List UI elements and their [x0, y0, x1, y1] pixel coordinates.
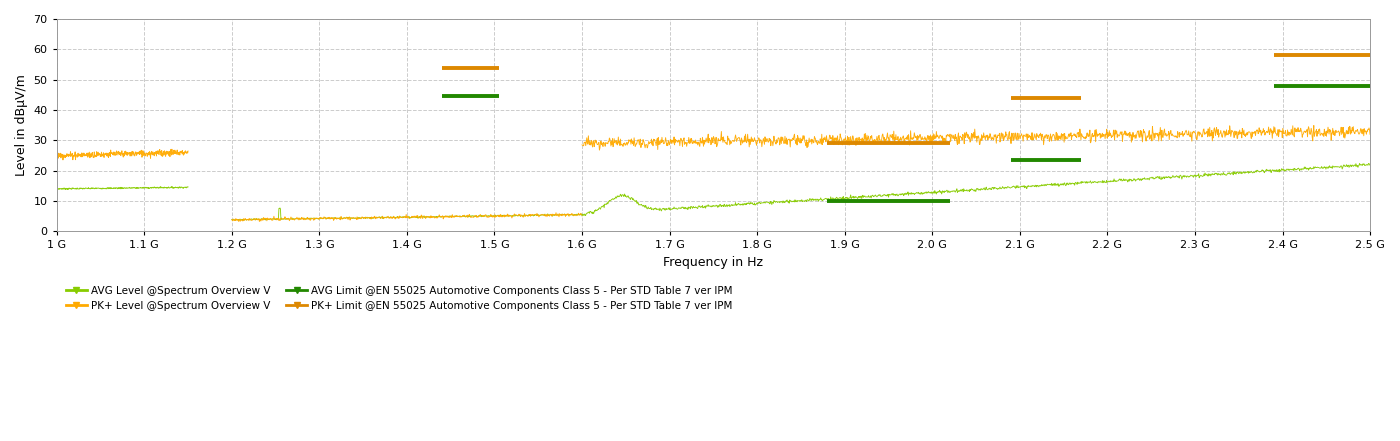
Legend: AVG Level @Spectrum Overview V, PK+ Level @Spectrum Overview V, AVG Limit @EN 55: AVG Level @Spectrum Overview V, PK+ Leve… [62, 282, 736, 315]
Y-axis label: Level in dBµV/m: Level in dBµV/m [15, 74, 28, 176]
X-axis label: Frequency in Hz: Frequency in Hz [664, 256, 763, 269]
